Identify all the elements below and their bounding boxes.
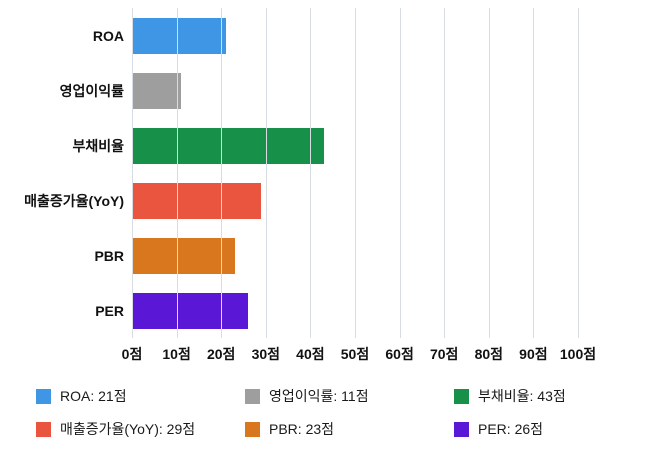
x-tick-label-20: 20점 — [206, 346, 236, 362]
category-label-3: 매출증가율(YoY) — [24, 192, 124, 209]
x-tick-label-100: 100점 — [559, 346, 597, 362]
legend-label-2: 부채비율: 43점 — [478, 388, 566, 404]
legend-label-4: PBR: 23점 — [269, 421, 335, 437]
gridline-70 — [444, 8, 446, 338]
legend-item-1[interactable]: 영업이익률: 11점 — [245, 386, 454, 406]
legend-item-5[interactable]: PER: 26점 — [454, 419, 650, 439]
gridline-0 — [132, 8, 133, 338]
x-tick-label-10: 10점 — [162, 346, 191, 362]
x-tick-label-70: 70점 — [429, 346, 459, 362]
x-axis: 0점 10점 20점 30점 40점 50점 60점 70점 80점 90점 100점 — [122, 344, 596, 366]
legend-swatch-3 — [36, 421, 51, 437]
gridline-100 — [578, 8, 579, 338]
gridline-60 — [399, 8, 401, 338]
legend-swatch-4 — [245, 421, 260, 437]
legend-item-4[interactable]: PBR: 23점 — [245, 419, 454, 439]
legend-label-5: PER: 26점 — [478, 421, 544, 437]
legend-item-3[interactable]: 매출증가율(YoY): 29점 — [36, 419, 245, 439]
bar-5[interactable] — [132, 292, 248, 329]
category-label-0: ROA — [92, 27, 124, 44]
gridline-40 — [310, 8, 312, 338]
bar-row-1 — [132, 63, 578, 118]
legend-swatch-1 — [245, 388, 260, 404]
x-tick-label-30: 30점 — [251, 346, 281, 362]
legend-swatch-2 — [454, 388, 469, 404]
x-tick-label-60: 60점 — [385, 346, 414, 362]
legend-swatch-0 — [36, 388, 51, 404]
bar-4[interactable] — [132, 237, 235, 274]
gridline-50 — [355, 8, 356, 338]
bar-2[interactable] — [132, 127, 324, 164]
gridline-10 — [176, 8, 178, 338]
bar-row-5 — [132, 283, 578, 338]
legend-label-3: 매출증가율(YoY): 29점 — [60, 421, 196, 437]
x-tick-label-80: 80점 — [474, 346, 504, 362]
plot-area — [132, 8, 579, 338]
bar-1[interactable] — [132, 72, 182, 109]
legend-item-2[interactable]: 부채비율: 43점 — [454, 386, 650, 406]
legend-label-1: 영업이익률: 11점 — [269, 388, 369, 404]
bar-row-4 — [132, 228, 578, 283]
category-label-2: 부채비율 — [72, 137, 124, 154]
x-tick-label-40: 40점 — [296, 346, 325, 362]
bar-0[interactable] — [132, 17, 226, 54]
bar-row-3 — [132, 173, 578, 228]
bars-layer — [132, 8, 578, 338]
legend-swatch-5 — [454, 421, 469, 437]
category-label-1: 영업이익률 — [59, 82, 124, 99]
gridline-20 — [221, 8, 223, 338]
x-tick-label-90: 90점 — [519, 346, 548, 362]
gridline-80 — [488, 8, 490, 338]
bar-3[interactable] — [132, 182, 262, 219]
category-label-4: PBR — [94, 247, 124, 264]
bar-row-0 — [132, 8, 578, 63]
legend-label-0: ROA: 21점 — [60, 388, 127, 404]
gridline-90 — [533, 8, 535, 338]
category-label-5: PER — [95, 302, 124, 319]
x-tick-label-50: 50점 — [340, 346, 370, 362]
legend-item-0[interactable]: ROA: 21점 — [36, 386, 245, 406]
x-tick-label-0: 0점 — [121, 346, 143, 362]
gridline-30 — [265, 8, 267, 338]
bar-row-2 — [132, 118, 578, 173]
